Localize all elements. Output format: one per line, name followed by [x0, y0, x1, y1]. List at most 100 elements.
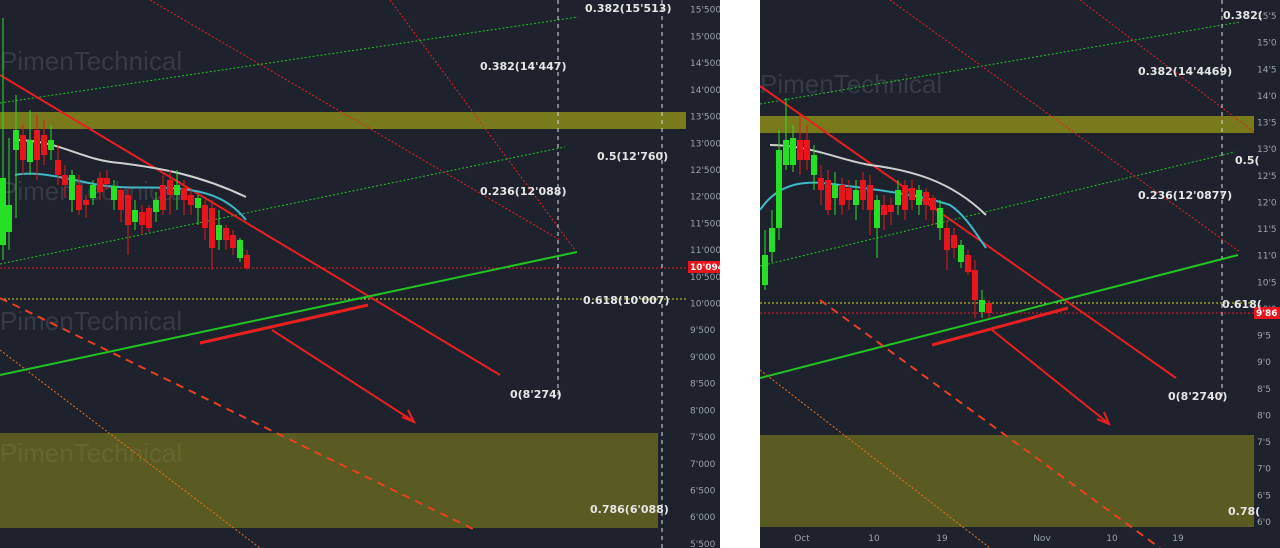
candle-body: [125, 195, 131, 225]
candle-body: [979, 300, 985, 312]
candle-body: [951, 235, 957, 248]
channel-orange-lower: [760, 369, 991, 548]
candle-body: [223, 228, 229, 240]
date-tick-label: 19: [1172, 534, 1184, 544]
projection-arrow: [991, 329, 1109, 424]
candle-body: [790, 138, 796, 165]
candle-body: [244, 255, 250, 268]
arrow-head: [401, 409, 417, 424]
price-tick-label: 15'5: [1257, 12, 1277, 22]
candle-body: [41, 135, 47, 155]
projected-dashed-line: [0, 297, 476, 531]
fib-level-label: 0(8'2740): [1168, 390, 1227, 403]
channel-upper-line: [0, 16, 579, 104]
price-tick-label: 6'5: [1257, 491, 1271, 501]
fib-level-label: 0.382(: [1223, 9, 1263, 22]
downtrend-line: [0, 74, 501, 376]
fib-level-label: 0.5(12'760): [597, 150, 668, 163]
fib-level-label: 0.618(: [1222, 298, 1262, 311]
fib-level-label: 0.786(6'088): [590, 503, 669, 516]
candle-body: [90, 185, 96, 198]
candle-body: [188, 195, 194, 205]
candle-body: [181, 188, 187, 200]
candle-body: [930, 198, 936, 210]
current-price-tag: [688, 261, 720, 273]
downtrend-line: [760, 85, 1177, 379]
candle-body: [832, 185, 838, 198]
candle-body: [202, 205, 208, 228]
candle-body: [62, 175, 68, 185]
candle-body: [104, 178, 110, 184]
candle-body: [139, 212, 145, 225]
price-tick-label: 9'500: [690, 326, 716, 336]
price-tick-label: 15'000: [690, 32, 720, 42]
chart-panel-left: PimenTechnical PimenTechnical PimenTechn…: [0, 0, 720, 548]
date-tick-label: Oct: [794, 534, 810, 544]
candle-body: [937, 208, 943, 228]
fib-level-label: 0.382(14'447): [480, 60, 567, 73]
candle-body: [860, 180, 866, 200]
fib-level-label: 0.382(15'513): [585, 2, 672, 15]
candle-body: [944, 228, 950, 250]
uptrend-line: [760, 254, 1239, 379]
resistance-zone: [0, 112, 686, 129]
price-tick-label: 7'500: [690, 433, 716, 443]
current-price-label: 10'094: [690, 263, 720, 273]
fib-level-label: 0(8'274): [510, 388, 562, 401]
candle-body: [55, 160, 61, 175]
candle-body: [237, 240, 243, 258]
candle-body: [916, 190, 922, 205]
price-tick-label: 11'0: [1257, 252, 1277, 262]
date-tick-label: Nov: [1033, 534, 1051, 544]
date-tick-label: 10: [1106, 534, 1118, 544]
candle-body: [216, 225, 222, 240]
arrow-head: [1096, 411, 1111, 426]
candle-body: [818, 178, 824, 190]
fib-level-label: 0.382(14'4469): [1138, 65, 1232, 78]
price-tick-label: 13'500: [690, 113, 720, 123]
candle-body: [874, 200, 880, 228]
candle-body: [811, 155, 817, 175]
candle-body: [769, 228, 775, 252]
price-tick-label: 11'500: [690, 219, 720, 229]
candle-body: [776, 150, 782, 228]
candle-body: [902, 185, 908, 210]
candle-body: [881, 205, 887, 215]
candle-body: [797, 140, 803, 160]
candle-body: [846, 188, 852, 200]
candle-body: [0, 178, 6, 245]
price-tick-label: 14'000: [690, 86, 720, 96]
price-tick-label: 12'500: [690, 166, 720, 176]
candle-body: [6, 205, 12, 232]
candle-body: [160, 185, 166, 210]
moving-average-fast: [14, 172, 247, 221]
resistance-zone: [760, 116, 1254, 133]
price-tick-label: 14'0: [1257, 92, 1277, 102]
channel-red-upper: [149, 0, 561, 241]
fib-level-label: 0.78(: [1228, 505, 1260, 518]
candle-body: [48, 140, 54, 150]
watermark: PimenTechnical: [0, 46, 182, 76]
candle-body: [13, 130, 19, 150]
projection-arrow: [271, 329, 414, 422]
channel-orange-lower: [0, 349, 261, 548]
candle-body: [867, 185, 873, 210]
moving-average-fast: [760, 181, 987, 249]
chart-panel-right: PimenTechnical 15'5 15'0 14'5 14'0 13'5 13'0 1…: [760, 0, 1280, 548]
candle-body: [132, 210, 138, 222]
price-tick-label: 7'5: [1257, 438, 1271, 448]
candle-body: [804, 140, 810, 160]
candle-body: [153, 200, 159, 212]
date-tick-label: 19: [936, 534, 948, 544]
price-tick-label: 14'500: [690, 59, 720, 69]
price-tick-label: 14'5: [1257, 65, 1277, 75]
price-tick-label: 15'500: [690, 6, 720, 16]
candle-body: [27, 140, 33, 162]
candle-body: [174, 185, 180, 195]
support-zone: [760, 435, 1254, 527]
candle-body: [230, 235, 236, 248]
price-tick-label: 7'0: [1257, 465, 1271, 475]
chart-right-svg: PimenTechnical 15'5 15'0 14'5 14'0 13'5 13'0 1…: [760, 0, 1280, 548]
candle-body: [146, 208, 152, 228]
candle-body: [825, 180, 831, 210]
